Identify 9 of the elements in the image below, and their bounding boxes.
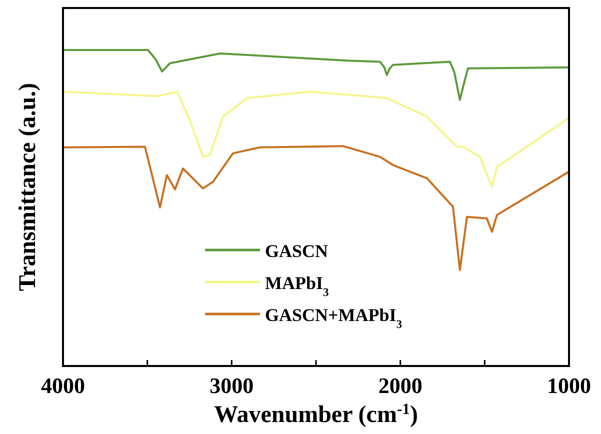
y-axis-title: Transmittance (a.u.) [15, 82, 41, 292]
x-tick-label: 2000 [378, 373, 422, 398]
legend-label: MAPbI$_{3}$ [265, 273, 329, 298]
legend-label: GASCN+MAPbI$_{3}$ [265, 305, 402, 330]
x-axis-title: Wavenumber (cm$^{-1}$) [214, 400, 418, 428]
legend-label: GASCN [265, 241, 328, 261]
x-tick-label: 4000 [41, 373, 85, 398]
x-tick-label: 3000 [210, 373, 254, 398]
x-tick-label: 1000 [547, 373, 591, 398]
